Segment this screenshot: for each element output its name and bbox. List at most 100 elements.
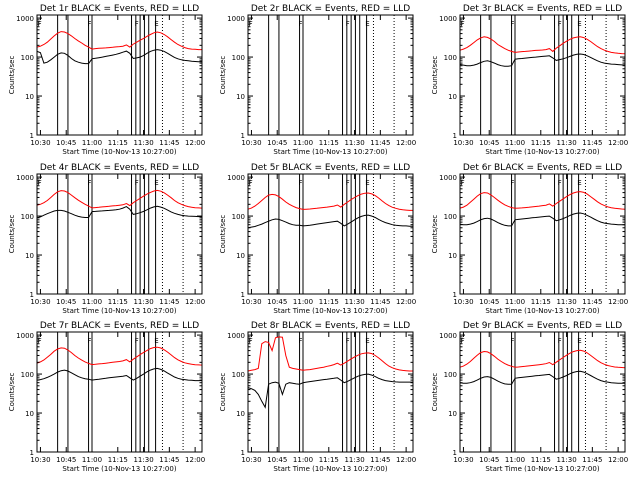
x-tick-label: 11:15 [108,139,128,147]
y-tick-label: 1000 [16,174,34,182]
x-tick-label: 10:45 [56,139,76,147]
x-tick-label: 10:45 [56,456,76,464]
y-tick-label: 1000 [439,174,457,182]
event-marker: E [577,337,581,345]
y-tick-label: 1 [30,132,34,140]
x-tick-label: 11:45 [582,456,602,464]
x-tick-label: 11:15 [531,298,551,306]
y-tick-label: 1 [453,132,457,140]
event-marker: F [346,20,350,28]
event-marker: F [87,337,91,345]
event-marker: E [365,179,369,187]
x-tick-label: 12:00 [396,139,416,147]
y-tick-label: 100 [232,54,245,62]
series-events-line [459,53,625,67]
y-tick-label: 10 [236,410,245,418]
y-tick-label: 10 [25,252,34,260]
series-lld-line [459,36,626,55]
y-tick-label: 1 [30,449,34,457]
x-tick-label: 10:30 [453,298,473,306]
event-marker: F [249,337,253,345]
x-tick-label: 11:30 [344,139,364,147]
x-tick-label: 11:15 [108,298,128,306]
panel-det-7: Det 7r BLACK = Events, RED = LLD Counts/s… [8,321,205,473]
x-tick-label: 11:15 [531,456,551,464]
plot-frame [247,173,414,295]
x-tick-label: 11:00 [505,298,525,306]
x-tick-label: 11:15 [108,456,128,464]
x-tick-label: 11:30 [556,456,576,464]
y-axis-label: Counts/sec [8,56,16,95]
x-tick-label: 11:30 [133,456,153,464]
y-tick-label: 1000 [16,332,34,340]
panel-det-2: Det 2r BLACK = Events, RED = LLD Counts/s… [219,4,416,156]
event-marker: F [346,179,350,187]
x-tick-label: 11:45 [582,139,602,147]
x-axis-label: Start Time (10-Nov-13 10:27:00) [273,148,387,156]
plot-frame [459,173,626,295]
y-axis-label: Counts/sec [431,215,439,254]
series-events-line [459,370,625,385]
series-lld-line [459,349,626,369]
x-tick-label: 11:45 [370,298,390,306]
y-tick-label: 1000 [439,332,457,340]
series-lld-line [459,191,626,210]
plot-frame [36,14,203,136]
x-tick-label: 12:00 [608,298,628,306]
x-tick-label: 11:45 [370,139,390,147]
y-tick-label: 100 [21,371,34,379]
event-marker: E [154,337,158,345]
event-marker: F [558,20,562,28]
plot-frame [459,331,626,453]
y-tick-label: 1000 [227,15,245,23]
y-tick-label: 10 [448,252,457,260]
y-tick-label: 1 [453,291,457,299]
x-tick-label: 10:45 [479,139,499,147]
panel-title: Det 2r BLACK = Events, RED = LLD [251,4,410,14]
event-marker: F [298,337,302,345]
panel-title: Det 9r BLACK = Events, RED = LLD [463,321,622,331]
event-marker: F [510,337,514,345]
panel-det-9: Det 9r BLACK = Events, RED = LLD Counts/s… [431,321,628,473]
x-axis-label: Start Time (10-Nov-13 10:27:00) [62,148,176,156]
x-tick-label: 11:15 [319,139,339,147]
x-tick-label: 11:30 [133,139,153,147]
y-tick-label: 1 [241,291,245,299]
series-events-line [247,373,413,409]
series-lld-line [247,192,413,211]
x-tick-label: 12:00 [608,139,628,147]
panel-title: Det 1r BLACK = Events, RED = LLD [40,4,199,14]
panel-title: Det 4r BLACK = Events, RED = LLD [40,163,199,173]
x-axis-label: Start Time (10-Nov-13 10:27:00) [485,148,599,156]
y-tick-label: 100 [232,371,245,379]
series-lld-line [36,346,203,366]
event-marker: F [298,179,302,187]
x-tick-label: 12:00 [396,298,416,306]
x-axis-label: Start Time (10-Nov-13 10:27:00) [62,465,176,473]
y-axis-label: Counts/sec [431,56,439,95]
y-axis-label: Counts/sec [219,215,227,254]
panel-det-8: Det 8r BLACK = Events, RED = LLD Counts/s… [219,321,416,473]
event-marker: F [38,337,42,345]
y-tick-label: 1000 [16,15,34,23]
x-tick-label: 11:15 [319,298,339,306]
panel-det-5: Det 5r BLACK = Events, RED = LLD Counts/s… [219,163,416,315]
x-tick-label: 11:00 [82,298,102,306]
y-tick-label: 1 [30,291,34,299]
x-tick-label: 11:15 [531,139,551,147]
y-tick-label: 100 [21,213,34,221]
x-tick-label: 12:00 [185,456,205,464]
event-marker: E [365,20,369,28]
panel-title: Det 6r BLACK = Events, RED = LLD [463,163,622,173]
x-tick-label: 11:30 [344,298,364,306]
x-tick-label: 11:30 [133,298,153,306]
panel-title: Det 7r BLACK = Events, RED = LLD [40,321,199,331]
y-tick-label: 10 [25,93,34,101]
event-marker: F [510,179,514,187]
y-tick-label: 100 [444,213,457,221]
x-tick-label: 11:45 [159,139,179,147]
x-axis-label: Start Time (10-Nov-13 10:27:00) [62,307,176,315]
x-tick-label: 11:00 [505,139,525,147]
